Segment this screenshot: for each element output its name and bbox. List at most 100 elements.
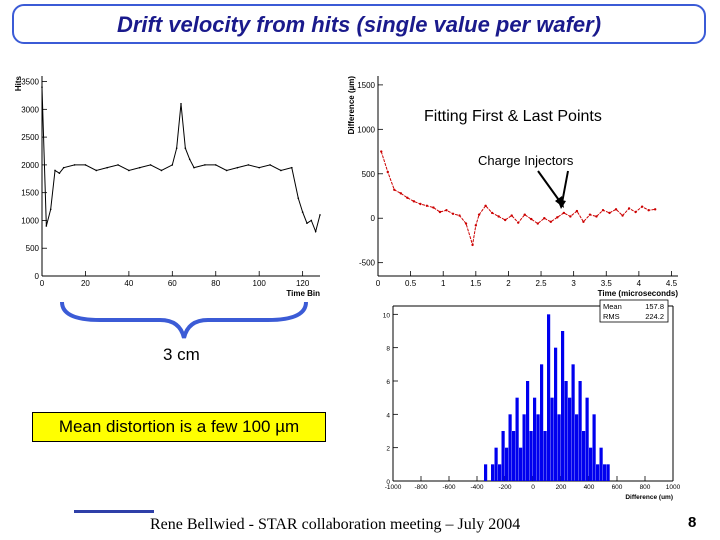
difference-point xyxy=(474,224,478,227)
histogram-bar xyxy=(568,397,572,481)
difference-point xyxy=(464,222,468,225)
y-tick-label: 3500 xyxy=(21,78,39,87)
x-tick-label: 3 xyxy=(571,279,576,288)
histogram-bar xyxy=(578,381,582,481)
difference-point xyxy=(412,200,416,203)
x-axis-label: Time Bin xyxy=(286,289,320,298)
difference-point xyxy=(380,150,383,153)
hits-point xyxy=(306,222,308,225)
hits-point xyxy=(258,166,260,169)
three-cm-label: 3 cm xyxy=(163,345,200,364)
histogram-bar xyxy=(501,431,505,481)
hits-point xyxy=(214,164,217,166)
difference-point xyxy=(543,217,546,220)
y-tick-label: 1000 xyxy=(21,216,39,225)
stats-rms-value: 224.2 xyxy=(645,312,664,321)
hits-point xyxy=(58,172,61,175)
difference-point xyxy=(640,205,644,208)
difference-point xyxy=(582,220,585,223)
hits-point xyxy=(184,147,187,150)
hits-point xyxy=(269,164,271,166)
stats-mean-label: Mean xyxy=(603,302,622,311)
histogram-bar xyxy=(522,414,526,481)
x-tick-label: -200 xyxy=(498,484,511,491)
title-box: Drift velocity from hits (single value p… xyxy=(12,4,706,44)
y-tick-label: 0 xyxy=(386,479,390,486)
hits-point xyxy=(117,164,119,166)
hits-point xyxy=(310,219,313,222)
x-tick-label: 80 xyxy=(211,279,220,288)
x-tick-label: -1000 xyxy=(385,484,402,491)
hits-point xyxy=(149,164,152,166)
y-tick-label: 10 xyxy=(383,312,391,319)
hits-point xyxy=(73,164,76,166)
y-tick-label: 1000 xyxy=(357,125,375,134)
histogram-bar xyxy=(585,397,589,481)
x-tick-label: 40 xyxy=(124,279,133,288)
hits-point xyxy=(297,197,300,200)
difference-point xyxy=(451,212,455,215)
x-tick-label: 2.5 xyxy=(535,279,547,288)
x-tick-label: 4.5 xyxy=(666,279,678,288)
x-tick-label: 800 xyxy=(640,484,651,491)
x-axis-label: Difference (um) xyxy=(625,494,673,501)
difference-point xyxy=(484,204,487,207)
y-tick-label: 2 xyxy=(386,446,390,453)
y-tick-label: 1500 xyxy=(21,189,39,198)
histogram-bar xyxy=(599,447,603,481)
x-tick-label: 600 xyxy=(612,484,623,491)
hits-point xyxy=(193,166,195,169)
difference-point xyxy=(490,211,494,215)
difference-point xyxy=(510,214,513,217)
histogram-bar xyxy=(557,414,561,481)
histogram-bar xyxy=(515,397,519,481)
difference-point xyxy=(445,209,448,212)
y-tick-label: 2000 xyxy=(21,161,39,170)
hits-point xyxy=(49,208,52,211)
hits-point xyxy=(247,164,250,166)
x-tick-label: -400 xyxy=(470,484,483,491)
difference-point xyxy=(536,222,539,225)
hits-chart: 0 20 40 60 80 100 120 0 500 1000 1500 2000 2500 3000 3… xyxy=(14,75,321,298)
difference-point xyxy=(647,209,650,212)
difference-point xyxy=(477,213,481,216)
hits-point xyxy=(225,169,228,172)
difference-point xyxy=(549,220,553,223)
histogram-bar xyxy=(529,431,533,481)
difference-point xyxy=(419,202,422,206)
hits-point xyxy=(319,214,321,216)
x-tick-label: -600 xyxy=(442,484,455,491)
hits-point xyxy=(84,164,87,166)
x-tick-label: 1.5 xyxy=(470,279,482,288)
histogram-bar xyxy=(571,364,575,481)
y-tick-label: 500 xyxy=(362,170,376,179)
difference-point xyxy=(601,209,605,212)
difference-point xyxy=(425,204,429,207)
histogram-bar xyxy=(596,464,600,481)
difference-point xyxy=(471,243,474,247)
x-tick-label: 3.5 xyxy=(601,279,613,288)
histogram-bar xyxy=(543,431,547,481)
stats-rms-label: RMS xyxy=(603,312,620,321)
difference-point xyxy=(627,207,631,210)
y-tick-label: -500 xyxy=(359,259,376,268)
histogram-bar xyxy=(498,464,502,481)
x-axis-label: Time (microseconds) xyxy=(598,289,679,298)
hits-point xyxy=(188,158,191,161)
histogram-bar xyxy=(491,464,495,481)
y-tick-label: 500 xyxy=(26,244,40,253)
histogram-bar xyxy=(589,447,593,481)
difference-point xyxy=(621,214,624,217)
histogram-bar xyxy=(575,414,579,481)
histogram-bar xyxy=(564,381,568,481)
histogram-bar xyxy=(561,331,565,481)
hits-point xyxy=(106,166,108,169)
x-tick-label: 4 xyxy=(637,279,642,288)
difference-point xyxy=(438,210,442,214)
hits-point xyxy=(41,86,43,88)
difference-chart: 0 0.5 1 1.5 2 2.5 3 3.5 4 4.5 -500 0 500 1000 1500 Time… xyxy=(347,76,679,298)
difference-point xyxy=(595,215,598,218)
histogram-bar xyxy=(554,347,558,481)
y-tick-label: 3000 xyxy=(21,105,39,114)
hits-point xyxy=(180,102,182,105)
